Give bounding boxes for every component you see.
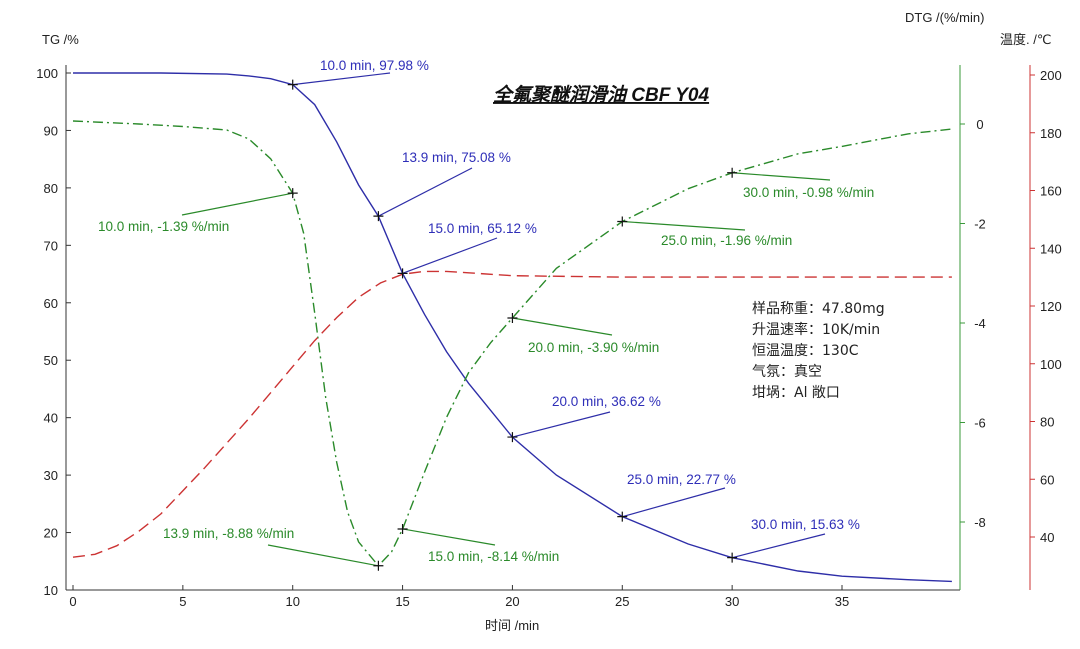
tg-tick-label: 70 [44, 238, 58, 253]
data-point-marker [617, 511, 628, 522]
temp-curve [72, 270, 952, 558]
annotation-leader [731, 533, 826, 559]
dtg-annotation-label: 20.0 min, -3.90 %/min [528, 340, 659, 355]
temp-tick-label: 80 [1040, 415, 1054, 430]
tg-tick-label: 90 [44, 123, 58, 138]
sample-info-line: 恒温温度：130C [752, 343, 859, 359]
sample-info-line: 样品称重：47.80mg [752, 301, 885, 317]
annotation-leader [378, 167, 473, 217]
tg-axis-label: TG /% [42, 32, 79, 47]
temp-tick-label: 140 [1040, 241, 1062, 256]
tg-curve [73, 72, 952, 583]
annotation-leader [622, 487, 726, 518]
temp-axis-label: 温度. /℃ [1000, 32, 1051, 47]
annotation-leader [622, 220, 746, 231]
x-tick-label: 20 [505, 594, 519, 609]
data-point-marker [397, 523, 408, 534]
data-point-marker [617, 216, 628, 227]
dtg-tick-label: -8 [974, 515, 986, 530]
tg-annotation-label: 13.9 min, 75.08 % [402, 150, 511, 165]
x-tick-label: 0 [69, 594, 76, 609]
x-tick-label: 15 [395, 594, 409, 609]
data-point-marker [507, 313, 518, 324]
temp-tick-label: 100 [1040, 357, 1062, 372]
tg-tick-label: 50 [44, 353, 58, 368]
data-point-marker [373, 560, 384, 571]
dtg-tick-label: -6 [974, 416, 986, 431]
data-point-marker [507, 432, 518, 443]
temp-tick-label: 180 [1040, 126, 1062, 141]
tg-tick-label: 10 [44, 583, 58, 598]
tg-annotation-label: 25.0 min, 22.77 % [627, 472, 736, 487]
sample-info-line: 坩埚：Al 敞口 [752, 385, 840, 401]
tg-tick-label: 20 [44, 526, 58, 541]
tg-annotation-label: 30.0 min, 15.63 % [751, 517, 860, 532]
dtg-tick-label: -4 [974, 316, 986, 331]
tg-annotation-label: 10.0 min, 97.98 % [320, 58, 429, 73]
dtg-annotation-label: 25.0 min, -1.96 %/min [661, 233, 792, 248]
annotation-leader [402, 237, 498, 274]
data-point-marker [373, 211, 384, 222]
annotation-leader [267, 544, 379, 567]
tg-tick-label: 40 [44, 411, 58, 426]
tg-tick-label: 60 [44, 296, 58, 311]
x-axis-label: 时间 /min [485, 618, 539, 633]
dtg-axis-label: DTG /(%/min) [905, 10, 984, 25]
dtg-annotation-label: 13.9 min, -8.88 %/min [163, 526, 294, 541]
annotation-leader [512, 411, 611, 438]
dtg-annotation-label: 30.0 min, -0.98 %/min [743, 185, 874, 200]
dtg-annotation-label: 15.0 min, -8.14 %/min [428, 549, 559, 564]
x-tick-label: 10 [285, 594, 299, 609]
tg-tick-label: 80 [44, 181, 58, 196]
sample-info-line: 气氛：真空 [752, 364, 822, 380]
sample-info-line: 升温速率：10K/min [752, 321, 880, 338]
data-point-marker [727, 552, 738, 563]
dtg-tick-label: 0 [976, 117, 983, 132]
data-point-marker [397, 268, 408, 279]
dtg-annotation-label: 10.0 min, -1.39 %/min [98, 219, 229, 234]
annotation-leader [512, 317, 613, 336]
tg-annotation-label: 20.0 min, 36.62 % [552, 394, 661, 409]
x-tick-label: 25 [615, 594, 629, 609]
chart-title: 全氟聚醚润滑油 CBF Y04 [493, 84, 710, 106]
temp-tick-label: 60 [1040, 472, 1054, 487]
annotation-leader [732, 172, 831, 181]
annotation-leader [181, 192, 293, 216]
temp-tick-label: 200 [1040, 68, 1062, 83]
x-tick-label: 30 [725, 594, 739, 609]
x-tick-label: 35 [835, 594, 849, 609]
temp-tick-label: 40 [1040, 530, 1054, 545]
data-point-marker [287, 79, 298, 90]
tg-annotation-label: 15.0 min, 65.12 % [428, 221, 537, 236]
x-tick-label: 5 [179, 594, 186, 609]
annotation-leader [292, 72, 391, 86]
dtg-curve [72, 120, 952, 567]
temp-tick-label: 120 [1040, 299, 1062, 314]
annotation-leader [402, 528, 496, 546]
dtg-tick-label: -2 [974, 217, 986, 232]
tg-tick-label: 30 [44, 468, 58, 483]
temp-tick-label: 160 [1040, 184, 1062, 199]
data-point-marker [287, 188, 298, 199]
tg-tick-label: 100 [36, 66, 58, 81]
data-point-marker [727, 167, 738, 178]
